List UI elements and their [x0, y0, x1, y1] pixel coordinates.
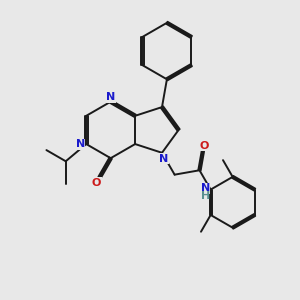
Text: N: N	[76, 139, 85, 149]
Text: O: O	[200, 141, 209, 151]
Text: H: H	[201, 191, 210, 201]
Text: N: N	[201, 183, 210, 193]
Text: O: O	[92, 178, 101, 188]
Text: N: N	[106, 92, 115, 102]
Text: N: N	[159, 154, 168, 164]
